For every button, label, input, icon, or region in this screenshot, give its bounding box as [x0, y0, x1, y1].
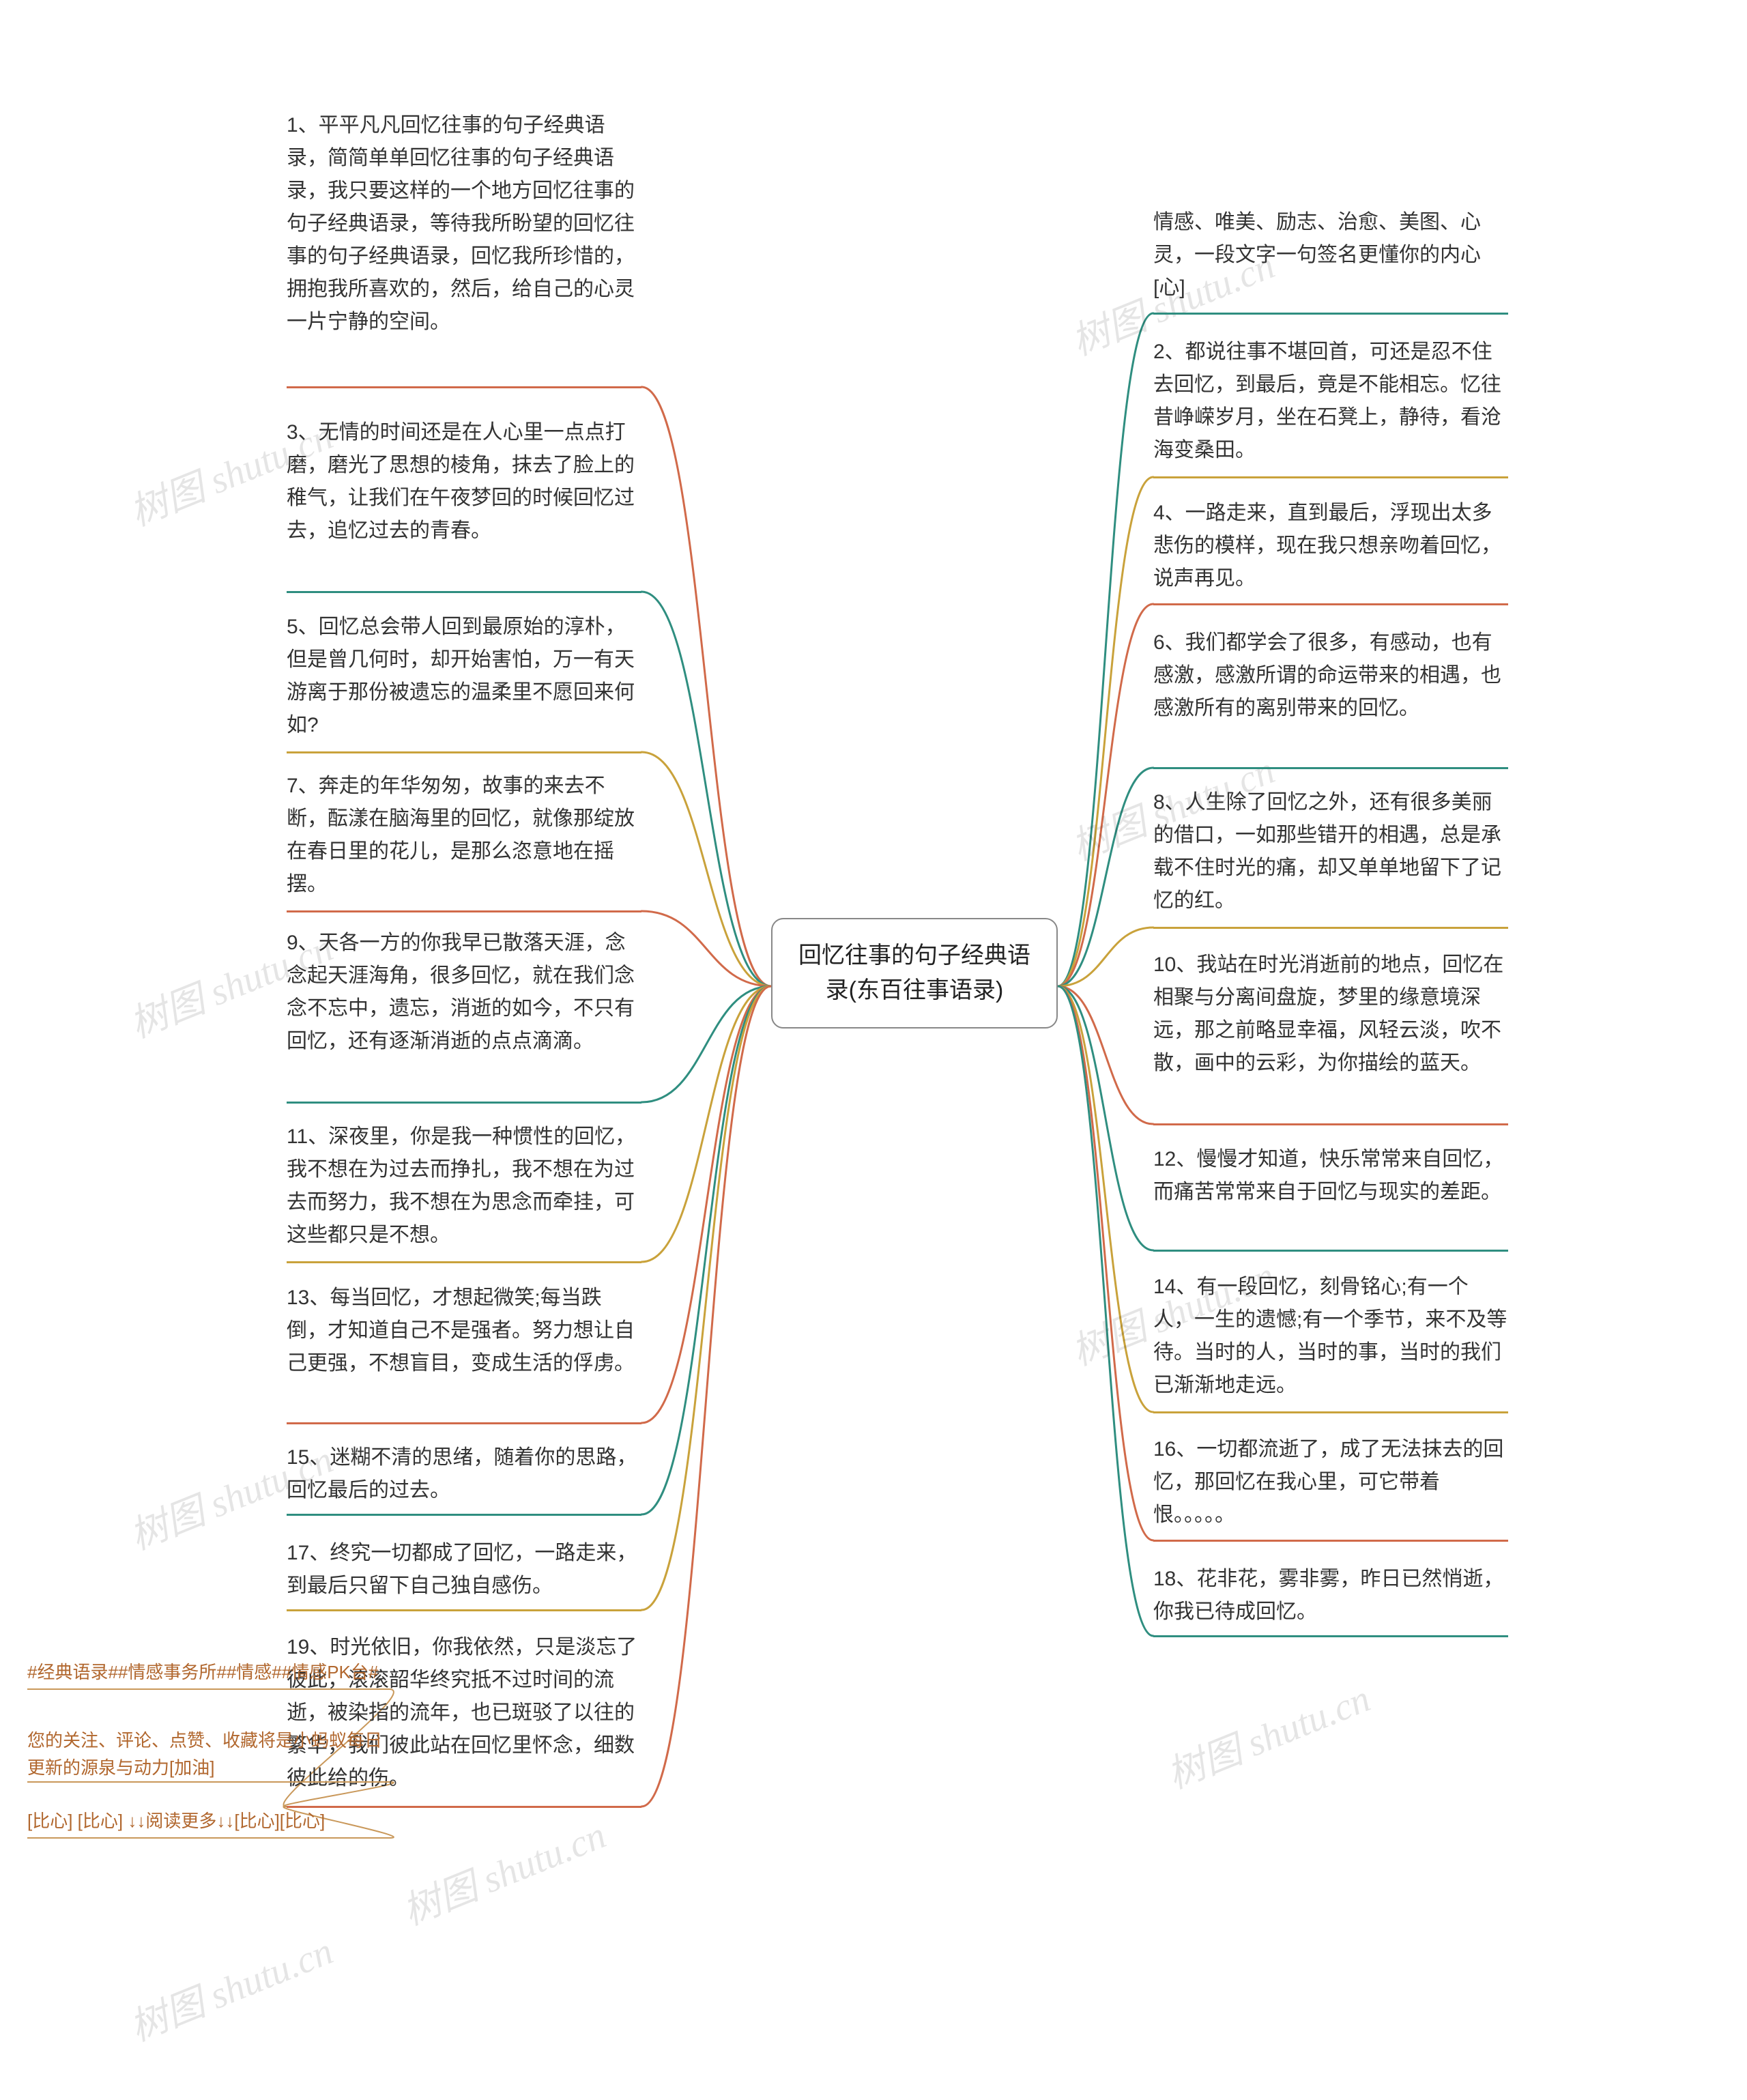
leaf-underline: [1153, 1123, 1508, 1125]
leaf-underline: [287, 910, 641, 912]
left-leaf: 15、迷糊不清的思绪，随着你的思路，回忆最后的过去。: [287, 1441, 641, 1514]
leaf-underline: [1153, 927, 1508, 929]
right-leaf: 2、都说往事不堪回首，可还是忍不住去回忆，到最后，竟是不能相忘。忆往昔峥嵘岁月，…: [1153, 336, 1508, 474]
leaf-underline: [287, 1609, 641, 1611]
leaf-underline: [287, 591, 641, 593]
left-leaf: 1、平平凡凡回忆往事的句子经典语录，简简单单回忆往事的句子经典语录，我只要这样的…: [287, 109, 641, 345]
left-leaf: 3、无情的时间还是在人心里一点点打磨，磨光了思想的棱角，抹去了脸上的稚气，让我们…: [287, 416, 641, 554]
right-leaf: 18、花非花，雾非雾，昨日已然悄逝，你我已待成回忆。: [1153, 1563, 1508, 1635]
left-leaf: 5、回忆总会带人回到最原始的淳朴，但是曾几何时，却开始害怕，万一有天游离于那份被…: [287, 611, 641, 749]
leaf-underline: [287, 1514, 641, 1516]
right-leaf: 16、一切都流逝了，成了无法抹去的回忆，那回忆在我心里，可它带着恨。。。。。: [1153, 1433, 1508, 1538]
right-leaf: 10、我站在时光消逝前的地点，回忆在相聚与分离间盘旋，梦里的缘意境深远，那之前略…: [1153, 949, 1508, 1087]
sub-leaf: #经典语录#​#情感事务所#​#情感#​#情感PK台#​: [27, 1658, 389, 1686]
right-leaf: 情感、唯美、励志、治愈、美图、心灵，一段文字一句签名更懂你的内心[心]: [1153, 206, 1508, 311]
left-leaf: 13、每当回忆，才想起微笑;每当跌倒，才知道自己不是强者。努力想让自己更强，不想…: [287, 1282, 641, 1387]
leaf-underline: [287, 1261, 641, 1263]
leaf-underline: [287, 1102, 641, 1104]
leaf-underline: [1153, 603, 1508, 605]
sub-leaf: 您的关注、评论、点赞、收藏将是小蚂蚁每日更新的源泉与动力[加油]: [27, 1727, 389, 1782]
leaf-underline: [1153, 313, 1508, 315]
right-leaf: 6、我们都学会了很多，有感动，也有感激，感激所谓的命运带来的相遇，也感激所有的离…: [1153, 627, 1508, 732]
leaf-underline: [1153, 1250, 1508, 1252]
watermark: 树图 shutu.cn: [120, 1921, 340, 2052]
sub-underline: [27, 1837, 389, 1839]
center-topic: 回忆往事的句子经典语录(东百往事语录): [771, 918, 1058, 1029]
leaf-underline: [287, 751, 641, 753]
watermark: 树图 shutu.cn: [393, 1804, 613, 1936]
leaf-underline: [1153, 767, 1508, 769]
leaf-underline: [1153, 476, 1508, 478]
right-leaf: 8、人生除了回忆之外，还有很多美丽的借口，一如那些错开的相遇，总是承载不住时光的…: [1153, 786, 1508, 924]
leaf-underline: [1153, 1411, 1508, 1413]
leaf-underline: [287, 386, 641, 388]
left-leaf: 7、奔走的年华匆匆，故事的来去不断，酝漾在脑海里的回忆，就像那绽放在春日里的花儿…: [287, 770, 641, 908]
mindmap-canvas: 树图 shutu.cn树图 shutu.cn树图 shutu.cn树图 shut…: [0, 0, 1747, 2100]
leaf-underline: [287, 1422, 641, 1424]
right-leaf: 4、一路走来，直到最后，浮现出太多悲伤的模样，现在我只想亲吻着回忆，说声再见。: [1153, 497, 1508, 602]
right-leaf: 12、慢慢才知道，快乐常常来自回忆，而痛苦常常来自于回忆与现实的差距。: [1153, 1143, 1508, 1216]
left-leaf: 11、深夜里，你是我一种惯性的回忆，我不想在为过去而挣扎，我不想在为过去而努力，…: [287, 1121, 641, 1258]
left-leaf: 9、天各一方的你我早已散落天涯，念念起天涯海角，很多回忆，就在我们念念不忘中，遗…: [287, 927, 641, 1065]
left-leaf: 17、终究一切都成了回忆，一路走来，到最后只留下自己独自感伤。: [287, 1537, 641, 1609]
sub-leaf: [比心] [比心] ↓↓阅读更多↓↓[比心][比心]: [27, 1807, 389, 1835]
watermark: 树图 shutu.cn: [1157, 1668, 1377, 1800]
right-leaf: 14、有一段回忆，刻骨铭心;有一个人，一生的遗憾;有一个季节，来不及等待。当时的…: [1153, 1271, 1508, 1409]
leaf-underline: [1153, 1635, 1508, 1637]
leaf-underline: [1153, 1540, 1508, 1542]
sub-underline: [27, 1688, 389, 1690]
sub-underline: [27, 1781, 389, 1783]
